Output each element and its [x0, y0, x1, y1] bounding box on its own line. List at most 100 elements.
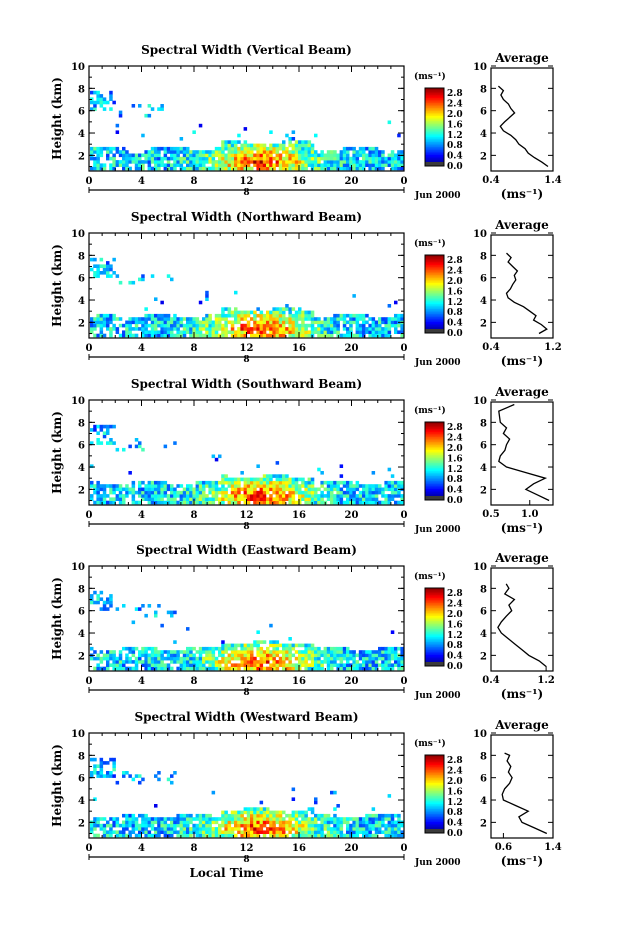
average-y-tick: 6 [480, 441, 487, 452]
average-y-tick: 2 [480, 485, 487, 496]
average-y-tick: 2 [480, 651, 487, 662]
panel-4: Spectral Width (Eastward Beam)0 4 8 12 16 20 0… [50, 543, 555, 701]
x-tick-label: 4 [138, 510, 145, 521]
y-tick-label: 6 [78, 774, 85, 785]
colorbar-tick: 2.4 [447, 100, 463, 110]
colorbar-tick: 2.0 [447, 444, 463, 454]
colorbar-tick: 1.6 [447, 120, 463, 130]
x-tick-label: 0 [86, 510, 93, 521]
average-profile-line [497, 85, 549, 168]
x-tick-label: 0 [401, 843, 408, 854]
colorbar-tick: 2.0 [447, 777, 463, 787]
colorbar-tick: 1.2 [447, 131, 463, 141]
average-x-tick: 0.6 [495, 842, 512, 853]
colorbar-tick: 0.4 [447, 652, 463, 662]
y-tick-label: 6 [78, 607, 85, 618]
colorbar-tick: 1.2 [447, 798, 463, 808]
x-tick-label: 8 [191, 843, 198, 854]
colorbar [424, 587, 445, 667]
y-tick-label: 4 [78, 796, 85, 807]
average-x-label: (ms⁻¹) [501, 354, 543, 368]
x-tick-label: 0 [401, 176, 408, 187]
average-profile-line [505, 252, 548, 335]
average-profile-line [497, 583, 547, 668]
average-y-tick: 6 [480, 607, 487, 618]
x-tick-label: 20 [345, 510, 359, 521]
average-title: Average [494, 385, 549, 399]
y-axis-label: Height (km) [50, 577, 64, 660]
panel-3: Spectral Width (Southward Beam)0 4 8 12 16 20… [50, 377, 554, 535]
colorbar-tick: 0.4 [447, 319, 463, 329]
colorbar-tick: 1.6 [447, 287, 463, 297]
average-frame [490, 234, 554, 339]
y-axis-label: Height (km) [50, 244, 64, 327]
x-tick-label: 12 [240, 676, 254, 687]
colorbar-tick: 0.0 [447, 829, 463, 839]
y-tick-label: 6 [78, 441, 85, 452]
heatmap-cells [90, 424, 404, 505]
x-tick-label: 0 [86, 176, 93, 187]
date-suffix: Jun 2000 [414, 525, 461, 535]
colorbar-tick: 1.2 [447, 465, 463, 475]
colorbar-tick: 0.0 [447, 496, 463, 506]
average-y-tick: 2 [480, 318, 487, 329]
x-tick-label: 16 [292, 176, 306, 187]
colorbar-tick: 2.4 [447, 434, 463, 444]
y-tick-label: 2 [78, 651, 85, 662]
average-x-tick: 1.4 [544, 175, 561, 186]
colorbar-tick: 2.8 [447, 256, 463, 266]
average-x-label: (ms⁻¹) [501, 854, 543, 868]
x-tick-label: 0 [86, 843, 93, 854]
average-y-tick: 2 [480, 151, 487, 162]
x-tick-label: 20 [345, 176, 359, 187]
heatmap-cells [90, 590, 404, 671]
y-tick-label: 8 [78, 418, 85, 429]
colorbar-tick: 2.8 [447, 756, 463, 766]
y-tick-label: 8 [78, 584, 85, 595]
date-suffix: Jun 2000 [414, 691, 461, 701]
colorbar-tick: 0.8 [447, 475, 463, 485]
heatmap-cells [90, 757, 404, 838]
average-y-tick: 6 [480, 774, 487, 785]
panel-title: Spectral Width (Southward Beam) [131, 377, 362, 391]
average-title: Average [494, 551, 549, 565]
y-tick-label: 8 [78, 251, 85, 262]
average-y-tick: 4 [480, 629, 487, 640]
x-tick-label: 8 [191, 510, 198, 521]
x-tick-label: 8 [191, 176, 198, 187]
x-tick-label: 20 [345, 843, 359, 854]
x-tick-label: 4 [138, 843, 145, 854]
average-x-label: (ms⁻¹) [501, 687, 543, 701]
y-tick-label: 6 [78, 274, 85, 285]
date-label: 8 [243, 355, 249, 365]
colorbar-tick: 1.6 [447, 620, 463, 630]
x-tick-label: 20 [345, 676, 359, 687]
y-tick-label: 2 [78, 318, 85, 329]
y-tick-label: 4 [78, 296, 85, 307]
colorbar-tick: 0.0 [447, 329, 463, 339]
average-x-tick: 1.4 [544, 842, 561, 853]
average-x-tick: 1.2 [537, 675, 554, 686]
colorbar-tick: 0.0 [447, 162, 463, 172]
y-tick-label: 10 [71, 729, 85, 740]
average-y-tick: 10 [473, 729, 487, 740]
x-tick-label: 16 [292, 343, 306, 354]
colorbar-tick: 0.8 [447, 641, 463, 651]
average-profile-line [501, 752, 548, 835]
average-x-tick: 0.5 [482, 509, 499, 520]
x-tick-label: 12 [240, 510, 254, 521]
date-suffix: Jun 2000 [414, 358, 461, 368]
x-tick-label: 4 [138, 176, 145, 187]
colorbar-tick: 0.8 [447, 808, 463, 818]
date-label: 8 [243, 855, 249, 865]
x-tick-label: 4 [138, 343, 145, 354]
average-frame [490, 67, 554, 172]
panel-title: Spectral Width (Westward Beam) [134, 710, 358, 724]
heatmap-cells [90, 90, 404, 171]
panel-5: Spectral Width (Westward Beam)0 4 8 12 16 20 0… [50, 710, 562, 880]
y-tick-label: 4 [78, 629, 85, 640]
average-y-tick: 8 [480, 251, 487, 262]
colorbar-tick: 0.4 [447, 819, 463, 829]
panel-title: Spectral Width (Northward Beam) [131, 210, 362, 224]
